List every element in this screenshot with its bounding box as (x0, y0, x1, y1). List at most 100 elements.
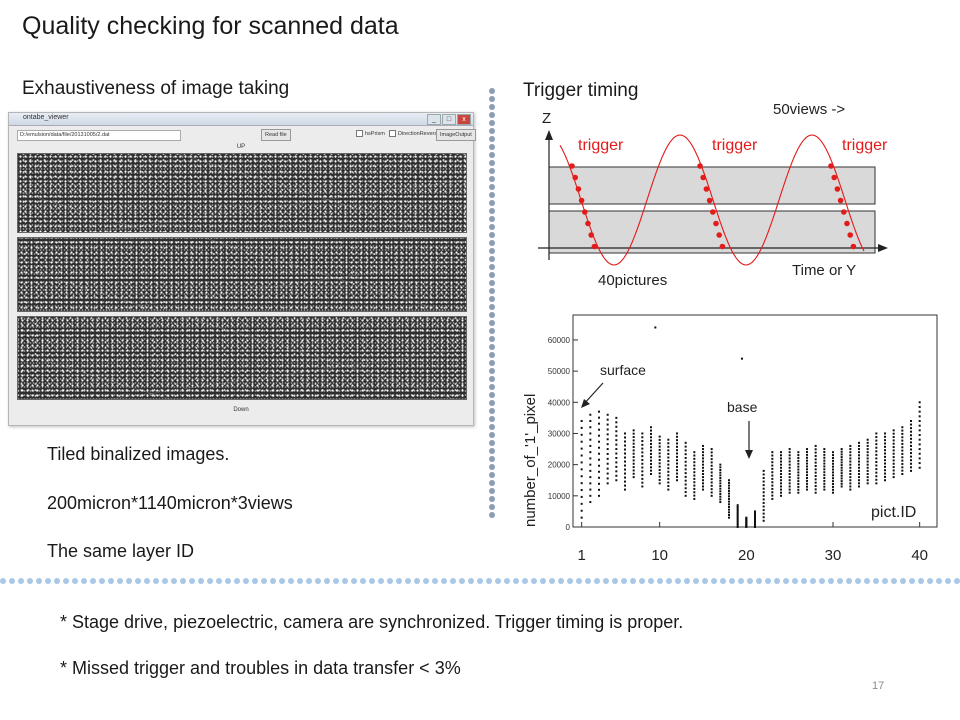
data-point (702, 454, 704, 457)
data-point (702, 473, 704, 475)
data-point (736, 519, 739, 522)
divider-dot (18, 578, 24, 584)
data-point (606, 428, 609, 431)
divider-dot (489, 488, 495, 494)
close-button[interactable]: x (457, 114, 471, 125)
data-point (736, 518, 739, 521)
divider-dot (153, 578, 159, 584)
divider-dot (333, 578, 339, 584)
data-point (754, 519, 756, 522)
data-point (667, 477, 670, 480)
data-point (892, 446, 895, 449)
data-point (788, 448, 791, 451)
path-input[interactable]: D:/emulsion/data/file/20131005/2.dat (17, 130, 181, 141)
data-point (832, 468, 834, 471)
divider-dot (900, 578, 906, 584)
data-point (762, 494, 765, 497)
data-point (918, 410, 921, 413)
divider-dot (489, 512, 495, 518)
data-point (788, 454, 791, 457)
data-point (606, 462, 609, 465)
data-point (832, 491, 834, 494)
data-point (606, 472, 609, 475)
data-point (650, 426, 652, 429)
data-point (710, 494, 713, 497)
data-point (918, 466, 921, 469)
data-point (918, 401, 921, 404)
data-point (814, 485, 817, 488)
trigger-dot (588, 232, 594, 238)
divider-dot (351, 578, 357, 584)
data-point (858, 473, 860, 475)
divider-dot (489, 208, 495, 214)
divider-dot (489, 456, 495, 462)
maximize-button[interactable]: □ (442, 114, 456, 125)
data-point (710, 481, 713, 484)
data-point (823, 474, 826, 477)
data-point (632, 456, 635, 459)
trigger-dot (582, 209, 588, 215)
data-point (910, 430, 912, 433)
data-point (589, 420, 592, 422)
divider-dot (477, 578, 483, 584)
data-point (884, 452, 886, 455)
data-point (901, 469, 904, 472)
divider-dot (396, 578, 402, 584)
read-file-button[interactable]: Read file (261, 129, 291, 141)
data-point (650, 473, 652, 475)
data-point (771, 491, 774, 494)
data-point (840, 469, 843, 472)
surface-arrow-icon (581, 399, 590, 408)
divider-dot (792, 578, 798, 584)
data-point (693, 454, 696, 457)
divider-dot (270, 578, 276, 584)
data-point (832, 474, 834, 477)
data-point (832, 459, 834, 462)
data-point (884, 445, 886, 448)
divider-dot (342, 578, 348, 584)
data-point (580, 482, 583, 485)
data-point (606, 418, 609, 421)
data-point (728, 516, 730, 519)
data-point (702, 444, 704, 447)
data-point (840, 453, 843, 456)
data-point (866, 454, 869, 457)
divider-dot (489, 120, 495, 126)
data-point (918, 405, 921, 408)
divider-dot (489, 232, 495, 238)
divider-dot (90, 578, 96, 584)
divider-dot (378, 578, 384, 584)
data-point (797, 491, 800, 494)
data-point (693, 477, 696, 480)
data-point (910, 466, 912, 469)
data-point (719, 501, 722, 504)
data-point (667, 481, 670, 484)
data-point (641, 485, 644, 488)
direction-reverse-checkbox[interactable]: DirectionReverse (389, 130, 440, 139)
trigger-dot (850, 243, 857, 250)
data-point (858, 482, 860, 485)
data-point (598, 464, 600, 467)
data-point (702, 466, 704, 469)
data-point (658, 455, 661, 458)
trigger-dot (703, 186, 710, 192)
hsprism-checkbox[interactable]: hsPrism (356, 130, 385, 139)
data-point (866, 479, 869, 482)
minimize-button[interactable]: _ (427, 114, 441, 125)
data-point (823, 471, 826, 474)
divider-dot (489, 336, 495, 342)
divider-dot (117, 578, 123, 584)
data-point (771, 474, 774, 477)
data-point (650, 466, 652, 469)
divider-dot (288, 578, 294, 584)
data-point (823, 453, 826, 456)
data-point (832, 480, 834, 483)
image-output-button[interactable]: ImageOutput (436, 129, 476, 141)
data-point (762, 498, 765, 501)
data-point (788, 488, 791, 491)
data-point (884, 439, 886, 442)
data-point (806, 482, 808, 485)
data-point (875, 436, 878, 439)
time-arrow-icon (878, 244, 888, 252)
data-point (823, 465, 826, 468)
